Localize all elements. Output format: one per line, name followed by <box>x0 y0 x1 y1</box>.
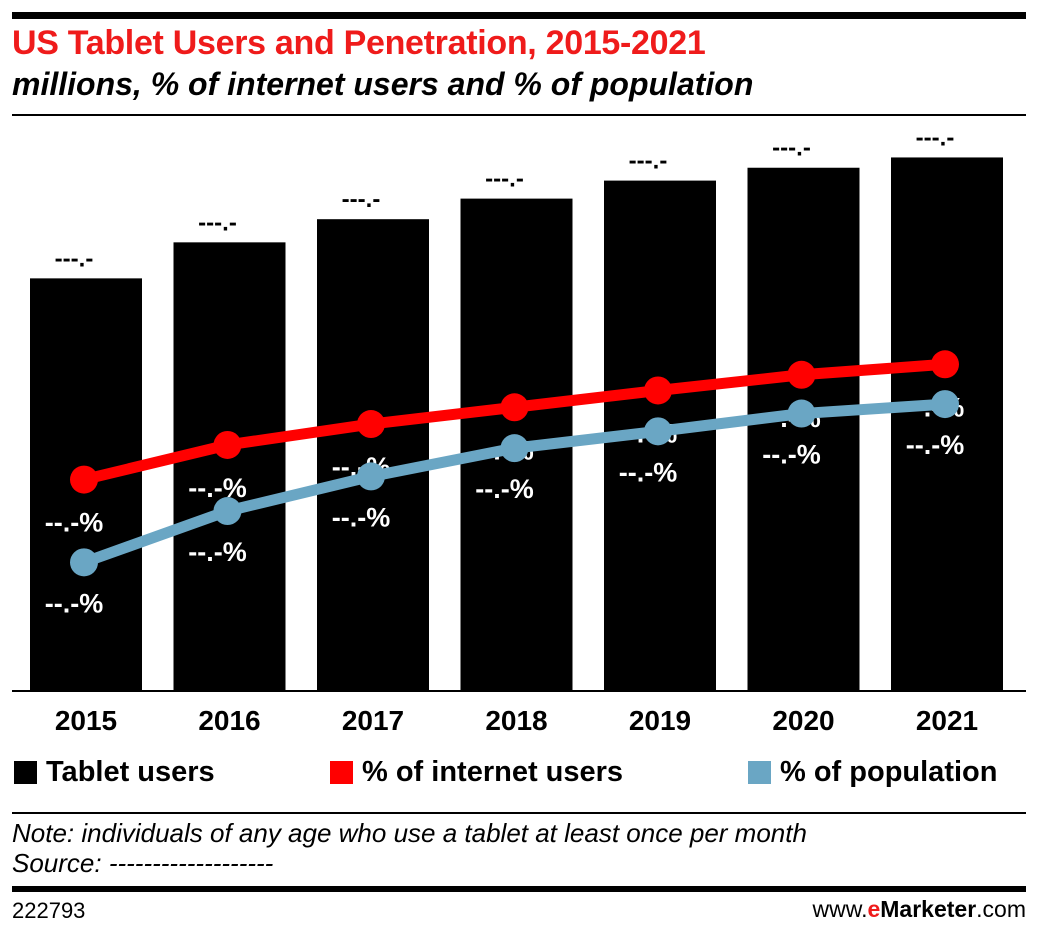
chart-notes: Note: individuals of any age who use a t… <box>12 818 1026 878</box>
top-rule <box>12 12 1026 19</box>
bar-value-label: ---.- <box>772 135 811 162</box>
chart-id: 222793 <box>12 898 86 923</box>
x-tick-label: 2016 <box>198 705 260 736</box>
population-value-label: --.-% <box>332 502 390 532</box>
legend-label: % of population <box>780 755 998 788</box>
legend-swatch-black <box>14 760 37 784</box>
internet-users-value-label: --.-% <box>188 473 246 503</box>
population-value-label: --.-% <box>906 430 964 460</box>
brand-prefix: www. <box>812 896 868 922</box>
population-value-label: --.-% <box>475 474 533 504</box>
population-value-label: --.-% <box>619 457 677 487</box>
emarketer-brand: www.eMarketer.com <box>813 896 1026 923</box>
title-rule <box>12 114 1026 116</box>
legend-swatch-blue <box>748 760 771 784</box>
tablet-users-chart: ---.- ---.- ---.- ---.- ---.- ---.- ---.- --.-… <box>12 124 1026 736</box>
bar-value-label: ---.- <box>629 148 668 175</box>
population-point <box>213 497 242 526</box>
population-point <box>357 462 385 491</box>
x-tick-label: 2017 <box>342 705 404 736</box>
population-value-label: --.-% <box>188 537 246 567</box>
brand-e: e <box>867 896 881 922</box>
bar-value-label: ---.- <box>916 124 955 151</box>
population-point <box>931 390 959 419</box>
legend-item-tablet-users: Tablet users <box>14 752 215 792</box>
legend-label: Tablet users <box>46 755 215 788</box>
x-tick-label: 2015 <box>55 705 117 736</box>
legend-swatch-red <box>330 760 353 784</box>
internet-users-point <box>787 360 816 389</box>
bar-value-label: ---.- <box>55 245 94 272</box>
brand-suffix: .com <box>976 896 1026 922</box>
bar-value-label: ---.- <box>485 166 524 193</box>
internet-users-point <box>644 376 672 405</box>
chart-title: US Tablet Users and Penetration, 2015-20… <box>12 24 706 62</box>
x-tick-label: 2018 <box>485 705 547 736</box>
population-point <box>787 399 816 428</box>
internet-users-value-label: --.-% <box>45 508 103 538</box>
x-axis: 2015 2016 2017 2018 2019 2020 2021 <box>12 690 1026 736</box>
bar-value-label: ---.- <box>342 186 381 213</box>
legend-label: % of internet users <box>362 755 624 788</box>
brand-name: Marketer <box>880 896 977 922</box>
chart-subtitle: millions, % of internet users and % of p… <box>12 66 754 102</box>
internet-users-point <box>931 350 959 379</box>
population-value-label: --.-% <box>45 588 103 618</box>
internet-users-point <box>500 393 529 422</box>
legend-item-internet-users: % of internet users <box>330 752 623 792</box>
source-text: Source: ------------------- <box>12 848 274 878</box>
bar-2021 <box>891 157 1003 691</box>
bottom-rule <box>12 886 1026 892</box>
x-tick-label: 2019 <box>629 705 691 736</box>
line-group: --.-% --.-% --.-% --.-% --.-% --.-% --.-% --.-%… <box>45 350 964 618</box>
note-rule <box>12 812 1026 814</box>
bar-value-label: ---.- <box>198 209 237 236</box>
x-tick-label: 2020 <box>772 705 834 736</box>
population-point <box>70 548 98 577</box>
bar-2017 <box>317 219 429 690</box>
population-point <box>500 434 529 463</box>
note-text: Note: individuals of any age who use a t… <box>12 818 807 848</box>
population-value-label: --.-% <box>762 440 820 470</box>
internet-users-point <box>357 410 385 439</box>
internet-users-point <box>213 430 242 459</box>
x-tick-label: 2021 <box>916 705 978 736</box>
population-point <box>644 417 672 446</box>
legend-item-population: % of population <box>748 752 997 792</box>
internet-users-point <box>70 465 98 494</box>
bar-2020 <box>747 167 860 691</box>
bar-2016 <box>173 242 286 690</box>
